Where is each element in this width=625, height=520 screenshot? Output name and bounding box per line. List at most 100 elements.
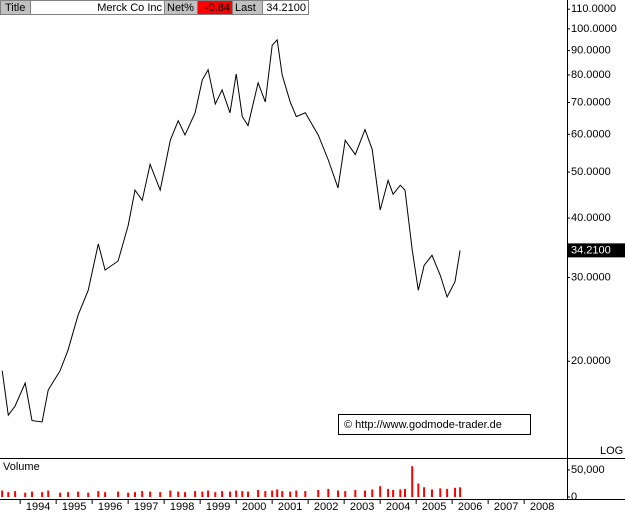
y-tick-label: 70.0000 <box>571 96 611 108</box>
volume-bar <box>304 491 307 497</box>
volume-bar <box>404 488 406 497</box>
y-tick-label: 50,000 <box>571 464 605 476</box>
y-tick-label: 60.0000 <box>571 128 611 140</box>
volume-bar <box>411 466 414 497</box>
volume-bar <box>1 490 4 497</box>
header-title: Title <box>5 2 25 14</box>
x-tick-label: 2002 <box>314 501 338 513</box>
volume-bar <box>281 491 284 497</box>
volume-bar <box>454 487 457 497</box>
y-tick-label: 20.0000 <box>571 355 611 367</box>
volume-bar <box>459 487 462 497</box>
volume-bar <box>24 492 27 497</box>
volume-bar <box>317 489 320 497</box>
volume-bar <box>364 490 367 497</box>
volume-bar <box>417 483 420 497</box>
volume-bar <box>117 491 120 497</box>
y-tick-label: 110.0000 <box>571 3 616 15</box>
volume-bar <box>423 487 426 497</box>
volume-bar <box>235 490 238 497</box>
x-tick-label: 1997 <box>134 501 158 513</box>
volume-bar <box>214 492 217 497</box>
x-tick-label: 1994 <box>26 501 50 513</box>
volume-bar <box>31 491 34 497</box>
volume-bar <box>97 491 100 497</box>
x-tick-label: 2004 <box>386 501 410 513</box>
x-tick-label: 2008 <box>530 501 554 513</box>
volume-bar <box>229 491 232 497</box>
volume-bar <box>387 488 390 497</box>
volume-bar <box>354 489 357 497</box>
volume-bar <box>87 492 90 497</box>
x-tick-label: 1996 <box>98 501 122 513</box>
scale-label: LOG <box>600 445 623 457</box>
x-tick-label: 2000 <box>242 501 266 513</box>
volume-title: Volume <box>3 461 40 473</box>
y-tick-label: 50.0000 <box>571 166 611 178</box>
volume-bar <box>399 489 402 497</box>
volume-bar <box>439 488 442 497</box>
x-tick-label: 2006 <box>458 501 482 513</box>
volume-bar <box>276 489 279 497</box>
volume-bar <box>431 489 433 497</box>
volume-bar <box>295 490 298 497</box>
volume-bar <box>247 491 250 497</box>
header-name: Merck Co Inc <box>97 2 162 14</box>
volume-bar <box>67 492 70 497</box>
volume-bar <box>177 491 180 497</box>
y-tick-label: 80.0000 <box>571 69 611 81</box>
volume-bar <box>7 492 10 497</box>
volume-bar <box>392 489 395 497</box>
volume-bar <box>141 491 144 497</box>
header-last-label: Last <box>235 2 256 14</box>
x-tick-label: 1998 <box>170 501 194 513</box>
volume-bar <box>77 491 80 497</box>
volume-bar <box>371 489 374 497</box>
volume-bar <box>257 489 260 497</box>
header-net-label: Net% <box>167 2 194 14</box>
x-tick-label: 2003 <box>350 501 374 513</box>
volume-bar <box>221 491 224 497</box>
volume-bar <box>127 492 130 497</box>
annotation: © http://www.godmode-trader.de <box>344 419 502 431</box>
y-tick-label: 100.0000 <box>571 23 617 35</box>
volume-bar <box>344 491 347 497</box>
volume-bar <box>327 488 330 497</box>
volume-bar <box>149 491 152 497</box>
x-tick-label: 1999 <box>206 501 230 513</box>
volume-bar <box>159 492 162 497</box>
volume-bar <box>379 486 382 497</box>
header-net: -0.84 <box>205 2 230 14</box>
y-tick-label: 90.0000 <box>571 45 611 57</box>
x-tick-label: 2001 <box>278 501 302 513</box>
header-last: 34.2100 <box>266 2 306 14</box>
last-value-box <box>568 243 625 258</box>
x-tick-label: 1995 <box>62 501 86 513</box>
volume-bar <box>201 491 204 497</box>
volume-bar <box>184 492 187 497</box>
price-line <box>1 38 461 423</box>
volume-bar <box>134 492 136 497</box>
volume-bar <box>104 492 107 497</box>
x-tick-label: 2007 <box>494 501 518 513</box>
volume-bar <box>194 491 197 497</box>
y-tick-label: 40.0000 <box>571 212 611 224</box>
volume-bar <box>59 492 62 497</box>
volume-bar <box>446 488 449 497</box>
y-tick-label: 30.0000 <box>571 271 611 283</box>
volume-bar <box>207 490 210 497</box>
y-tick-label: 0 <box>571 491 577 503</box>
x-tick-label: 2005 <box>422 501 446 513</box>
last-value-label: 34.2100 <box>571 244 611 256</box>
volume-bar <box>241 491 244 497</box>
header-cell <box>262 0 309 15</box>
volume-bar <box>264 491 267 497</box>
annotation-box <box>338 414 531 435</box>
volume-bar <box>337 490 340 497</box>
volume-bar <box>289 491 292 497</box>
volume-bar <box>271 490 274 497</box>
volume-bar <box>169 490 172 497</box>
volume-bar <box>14 491 17 497</box>
